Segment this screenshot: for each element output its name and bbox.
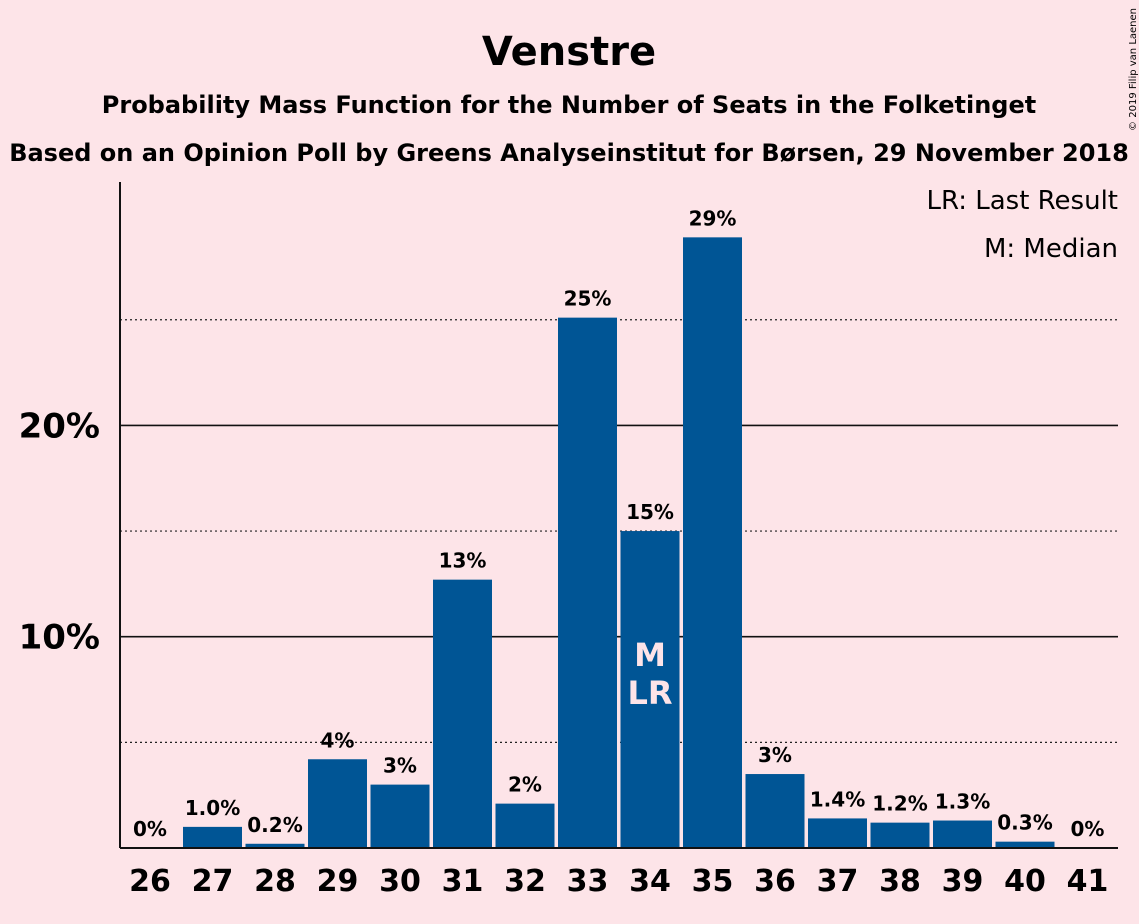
x-tick-41: 41 bbox=[1067, 864, 1109, 899]
bar-40 bbox=[995, 841, 1055, 848]
bars bbox=[183, 237, 1055, 849]
data-label-28: 0.2% bbox=[247, 813, 302, 837]
gridlines bbox=[120, 319, 1118, 743]
data-label-30: 3% bbox=[383, 754, 417, 778]
data-labels: 0% 1.0% 0.2% 4% 3% 13% 2% 25% 15% 29% 3% 1.4% 1.2% 1.… bbox=[133, 206, 1104, 841]
data-label-40: 0.3% bbox=[997, 811, 1052, 835]
chart-title: Venstre bbox=[482, 29, 656, 75]
copyright-note: © 2019 Filip van Laenen bbox=[1128, 8, 1139, 131]
data-label-38: 1.2% bbox=[872, 792, 927, 816]
x-tick-33: 33 bbox=[567, 864, 609, 899]
bar-annotation-m: M bbox=[634, 636, 666, 674]
x-tick-38: 38 bbox=[879, 864, 921, 899]
x-axis: 26 27 28 29 30 31 32 33 34 35 36 37 38 39 40 41 bbox=[129, 864, 1108, 899]
data-label-29: 4% bbox=[321, 728, 355, 752]
data-label-32: 2% bbox=[508, 773, 542, 797]
data-label-33: 25% bbox=[564, 287, 612, 311]
bar-33 bbox=[558, 317, 617, 849]
bar-36 bbox=[745, 774, 805, 848]
data-label-35: 29% bbox=[689, 206, 737, 230]
bar-35 bbox=[683, 237, 742, 848]
data-label-41: 0% bbox=[1071, 817, 1105, 841]
y-tick-20: 20% bbox=[19, 406, 100, 446]
bar-32 bbox=[495, 803, 555, 848]
bar-34 bbox=[620, 531, 680, 848]
y-tick-10: 10% bbox=[19, 618, 100, 658]
bar-annotation-lr: LR bbox=[627, 674, 672, 712]
x-tick-37: 37 bbox=[817, 864, 859, 899]
x-tick-26: 26 bbox=[129, 864, 171, 899]
legend-last-result: LR: Last Result bbox=[926, 186, 1118, 216]
x-tick-35: 35 bbox=[692, 864, 734, 899]
data-label-39: 1.3% bbox=[935, 790, 990, 814]
bar-29 bbox=[308, 759, 367, 848]
bar-37 bbox=[808, 818, 867, 848]
data-label-26: 0% bbox=[133, 817, 167, 841]
x-tick-31: 31 bbox=[442, 864, 484, 899]
x-tick-28: 28 bbox=[254, 864, 296, 899]
y-axis: 10% 20% bbox=[19, 182, 1118, 849]
x-tick-39: 39 bbox=[942, 864, 984, 899]
chart-subtitle-poll: Based on an Opinion Poll by Greens Analy… bbox=[9, 139, 1129, 167]
data-label-37: 1.4% bbox=[810, 787, 865, 811]
bar-39 bbox=[933, 820, 992, 848]
data-label-31: 13% bbox=[439, 549, 487, 573]
x-tick-32: 32 bbox=[504, 864, 546, 899]
x-tick-36: 36 bbox=[754, 864, 796, 899]
x-tick-27: 27 bbox=[192, 864, 234, 899]
bar-31 bbox=[433, 579, 492, 848]
data-label-27: 1.0% bbox=[185, 796, 240, 820]
x-tick-30: 30 bbox=[379, 864, 421, 899]
x-tick-34: 34 bbox=[629, 864, 671, 899]
bar-38 bbox=[870, 822, 930, 848]
x-tick-40: 40 bbox=[1004, 864, 1046, 899]
legend-median: M: Median bbox=[984, 234, 1118, 264]
x-tick-29: 29 bbox=[317, 864, 359, 899]
bar-28 bbox=[245, 843, 305, 848]
bar-27 bbox=[183, 826, 242, 848]
data-label-34: 15% bbox=[626, 500, 674, 524]
bar-30 bbox=[370, 784, 430, 848]
chart-subtitle: Probability Mass Function for the Number… bbox=[102, 91, 1036, 119]
data-label-36: 3% bbox=[758, 743, 792, 767]
